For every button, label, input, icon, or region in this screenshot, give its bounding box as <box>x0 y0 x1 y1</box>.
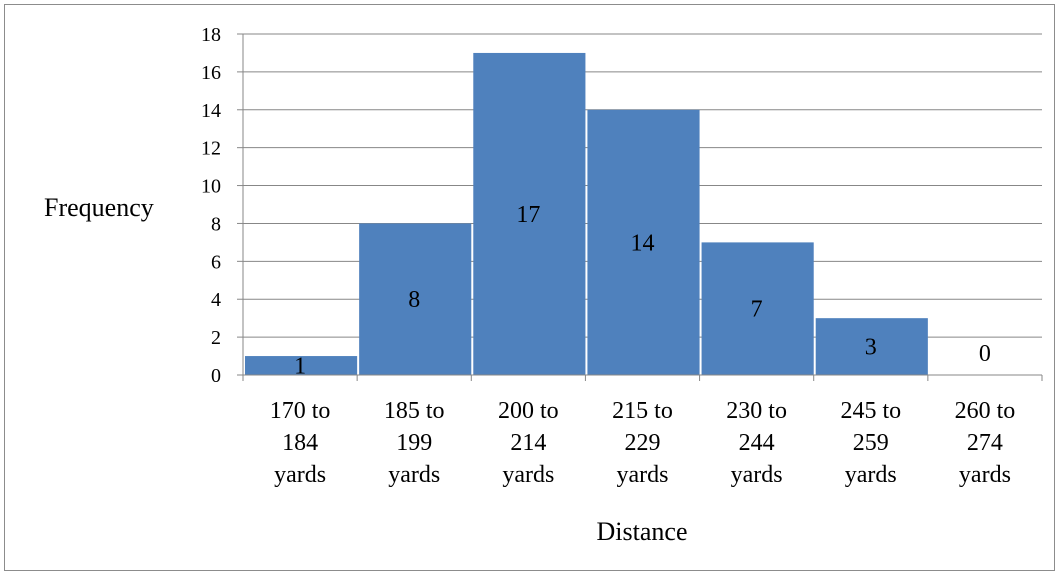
data-labels: 1 8 17 14 7 3 0 <box>294 202 991 380</box>
x-tick-label-line: 184 <box>282 430 318 456</box>
y-tick-label: 2 <box>211 327 221 349</box>
data-label: 14 <box>631 230 655 256</box>
y-tick-label: 16 <box>201 62 221 84</box>
x-tick-label: 260 to 274 yards <box>955 398 1016 488</box>
x-tick-label-line: 244 <box>739 430 775 456</box>
y-tick-label: 12 <box>201 138 221 160</box>
x-tick-label-line: yards <box>959 462 1011 488</box>
bars <box>245 52 928 376</box>
x-tick-label: 185 to 199 yards <box>384 398 445 488</box>
y-tick-label: 14 <box>201 100 221 122</box>
x-tick-label-line: 170 to <box>270 398 331 424</box>
x-tick-labels: 170 to 184 yards 185 to 199 yards 200 to 214 yar… <box>270 398 1016 488</box>
x-tick-label-line: yards <box>731 462 783 488</box>
y-tick-label: 8 <box>211 213 221 235</box>
data-label: 17 <box>516 202 540 228</box>
axes <box>237 33 1043 381</box>
x-tick-label: 215 to 229 yards <box>612 398 673 488</box>
x-tick-label-line: 230 to <box>726 398 787 424</box>
x-tick-label: 200 to 214 yards <box>498 398 559 488</box>
y-tick-label: 18 <box>201 24 221 46</box>
y-tick-label: 10 <box>201 176 221 198</box>
x-tick-label-line: yards <box>502 462 554 488</box>
x-tick-label-line: 214 <box>510 430 546 456</box>
y-axis-title: Frequency <box>44 193 154 222</box>
x-axis-title: Distance <box>597 517 688 546</box>
bar <box>701 242 814 375</box>
x-tick-label-line: 259 <box>853 430 889 456</box>
x-tick-label-line: yards <box>617 462 669 488</box>
bar <box>245 356 358 375</box>
y-tick-label: 0 <box>211 365 221 387</box>
x-tick-label-line: 185 to <box>384 398 445 424</box>
x-tick-label-line: 260 to <box>955 398 1016 424</box>
y-tick-label: 4 <box>211 289 221 311</box>
x-tick-label-line: 199 <box>396 430 432 456</box>
x-tick-label-line: 274 <box>967 430 1003 456</box>
bar <box>359 223 472 375</box>
bar <box>587 109 700 376</box>
y-tick-labels: 0 2 4 6 8 10 12 14 16 18 <box>201 24 221 387</box>
data-label: 7 <box>751 297 763 323</box>
x-tick-label-line: yards <box>845 462 897 488</box>
x-tick-label: 230 to 244 yards <box>726 398 787 488</box>
x-tick-label-line: 200 to <box>498 398 559 424</box>
x-tick-label: 170 to 184 yards <box>270 398 331 488</box>
x-tick-label-line: 215 to <box>612 398 673 424</box>
bar <box>815 318 928 375</box>
data-label: 8 <box>408 287 420 313</box>
x-tick-label-line: 245 to <box>840 398 901 424</box>
x-tick-label-line: yards <box>388 462 440 488</box>
data-label: 0 <box>979 341 991 367</box>
x-tick-label: 245 to 259 yards <box>840 398 901 488</box>
x-tick-label-line: yards <box>274 462 326 488</box>
data-label: 3 <box>865 335 877 361</box>
data-label: 1 <box>294 354 306 380</box>
x-tick-label-line: 229 <box>625 430 661 456</box>
bar <box>473 52 586 375</box>
y-tick-label: 6 <box>211 251 221 273</box>
